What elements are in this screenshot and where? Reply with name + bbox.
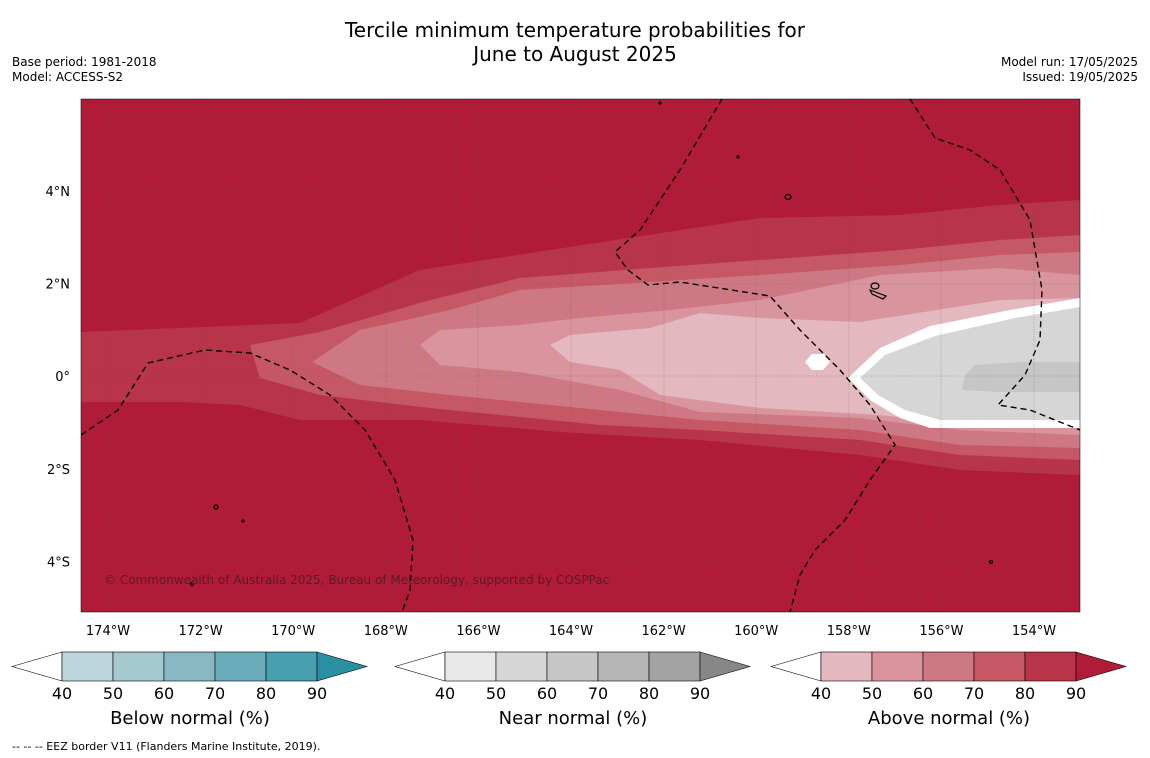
colorbar-segment <box>597 651 650 682</box>
white-speck <box>805 354 830 370</box>
gridlines <box>81 99 1080 612</box>
colorbar-tick-label: 80 <box>639 684 659 703</box>
colorbar-min-arrow <box>10 651 63 682</box>
colorbar-max-arrow <box>699 651 752 682</box>
colorbar-segment <box>112 651 165 682</box>
map-field <box>81 99 1080 612</box>
colorbar-segment <box>820 651 873 682</box>
colorbar-segment <box>265 651 318 682</box>
colorbar-segment <box>214 651 267 682</box>
base-period: Base period: 1981-2018 <box>12 55 157 69</box>
colorbar-title-below: Below normal (%) <box>110 708 270 729</box>
copyright-text: © Commonwealth of Australia 2025, Bureau… <box>104 573 609 587</box>
colorbar-tick-label: 40 <box>52 684 72 703</box>
colorbar-title-near: Near normal (%) <box>498 708 648 729</box>
colorbar-tick-label: 40 <box>435 684 455 703</box>
islands <box>189 101 994 587</box>
lon-tick-label: 162°W <box>642 624 686 639</box>
model-name: Model: ACCESS-S2 <box>12 70 124 84</box>
lon-tick-label: 172°W <box>179 624 223 639</box>
lon-tick-label: 156°W <box>919 624 963 639</box>
colorbar-tick-label: 60 <box>154 684 174 703</box>
colorbar-segment <box>871 651 924 682</box>
colorbar-max-arrow <box>1075 651 1128 682</box>
lon-tick-label: 168°W <box>364 624 408 639</box>
lon-tick-label: 174°W <box>86 624 130 639</box>
title-line-1: Tercile minimum temperature probabilitie… <box>344 18 806 42</box>
colorbar-segment <box>163 651 216 682</box>
colorbar-segment <box>648 651 701 682</box>
colorbar-tick-label: 60 <box>537 684 557 703</box>
colorbar-title-above: Above normal (%) <box>867 708 1031 729</box>
colorbar-max-arrow <box>316 651 369 682</box>
map-title: Tercile minimum temperature probabilitie… <box>0 18 1150 66</box>
lat-tick-label: 4°N <box>46 185 71 200</box>
lat-tick-label: 0° <box>55 370 70 385</box>
colorbar-tick-label: 80 <box>1015 684 1035 703</box>
colorbar-min-arrow <box>393 651 446 682</box>
colorbar-below: 40 50 60 70 80 90 <box>10 651 369 703</box>
colorbar-tick-label: 50 <box>862 684 882 703</box>
title-line-2: June to August 2025 <box>473 42 677 66</box>
colorbar-segment <box>61 651 114 682</box>
colorbar-segment <box>444 651 497 682</box>
colorbar-above: 40 50 60 70 80 90 <box>769 651 1128 703</box>
colorbar-tick-label: 70 <box>964 684 984 703</box>
lat-tick-label: 4°S <box>47 555 70 570</box>
lat-tick-labels: 4°N 2°N 0° 2°S 4°S <box>46 185 71 570</box>
colorbar-segment <box>546 651 599 682</box>
issued-date: Issued: 19/05/2025 <box>1022 70 1138 84</box>
eez-note: -- -- -- EEZ border V11 (Flanders Marine… <box>12 740 321 753</box>
colorbar-segment <box>922 651 975 682</box>
lon-tick-label: 158°W <box>827 624 871 639</box>
colorbar-tick-label: 80 <box>256 684 276 703</box>
colorbar-tick-label: 90 <box>1066 684 1086 703</box>
lon-tick-label: 160°W <box>734 624 778 639</box>
colorbar-min-arrow <box>769 651 822 682</box>
model-run: Model run: 17/05/2025 <box>1000 55 1138 69</box>
lon-tick-label: 154°W <box>1012 624 1056 639</box>
colorbar-tick-label: 50 <box>486 684 506 703</box>
lat-tick-label: 2°S <box>47 463 70 478</box>
colorbar-tick-label: 40 <box>811 684 831 703</box>
colorbar-segment <box>495 651 548 682</box>
colorbar-tick-label: 90 <box>690 684 710 703</box>
colorbar-tick-label: 60 <box>913 684 933 703</box>
lon-tick-labels: 174°W 172°W 170°W 168°W 166°W 164°W 162°W 160°W… <box>86 624 1056 639</box>
colorbar-tick-label: 50 <box>103 684 123 703</box>
lon-tick-label: 170°W <box>271 624 315 639</box>
colorbar-segment <box>1024 651 1077 682</box>
colorbar-tick-label: 90 <box>307 684 327 703</box>
meta-left: Base period: 1981-2018 Model: ACCESS-S2 <box>12 55 157 85</box>
colorbars: 40 50 60 70 80 90 40 50 60 70 80 90 40 50 60 70 80 90 <box>10 651 1128 703</box>
colorbar-tick-label: 70 <box>588 684 608 703</box>
colorbar-tick-label: 70 <box>205 684 225 703</box>
colorbar-segment <box>973 651 1026 682</box>
colorbar-near: 40 50 60 70 80 90 <box>393 651 752 703</box>
lon-tick-label: 164°W <box>549 624 593 639</box>
eez-borders <box>81 99 1080 612</box>
meta-right: Model run: 17/05/2025 Issued: 19/05/2025 <box>1001 55 1138 85</box>
lat-tick-label: 2°N <box>46 278 71 293</box>
lon-tick-label: 166°W <box>456 624 500 639</box>
near-60-patch <box>962 362 1080 392</box>
